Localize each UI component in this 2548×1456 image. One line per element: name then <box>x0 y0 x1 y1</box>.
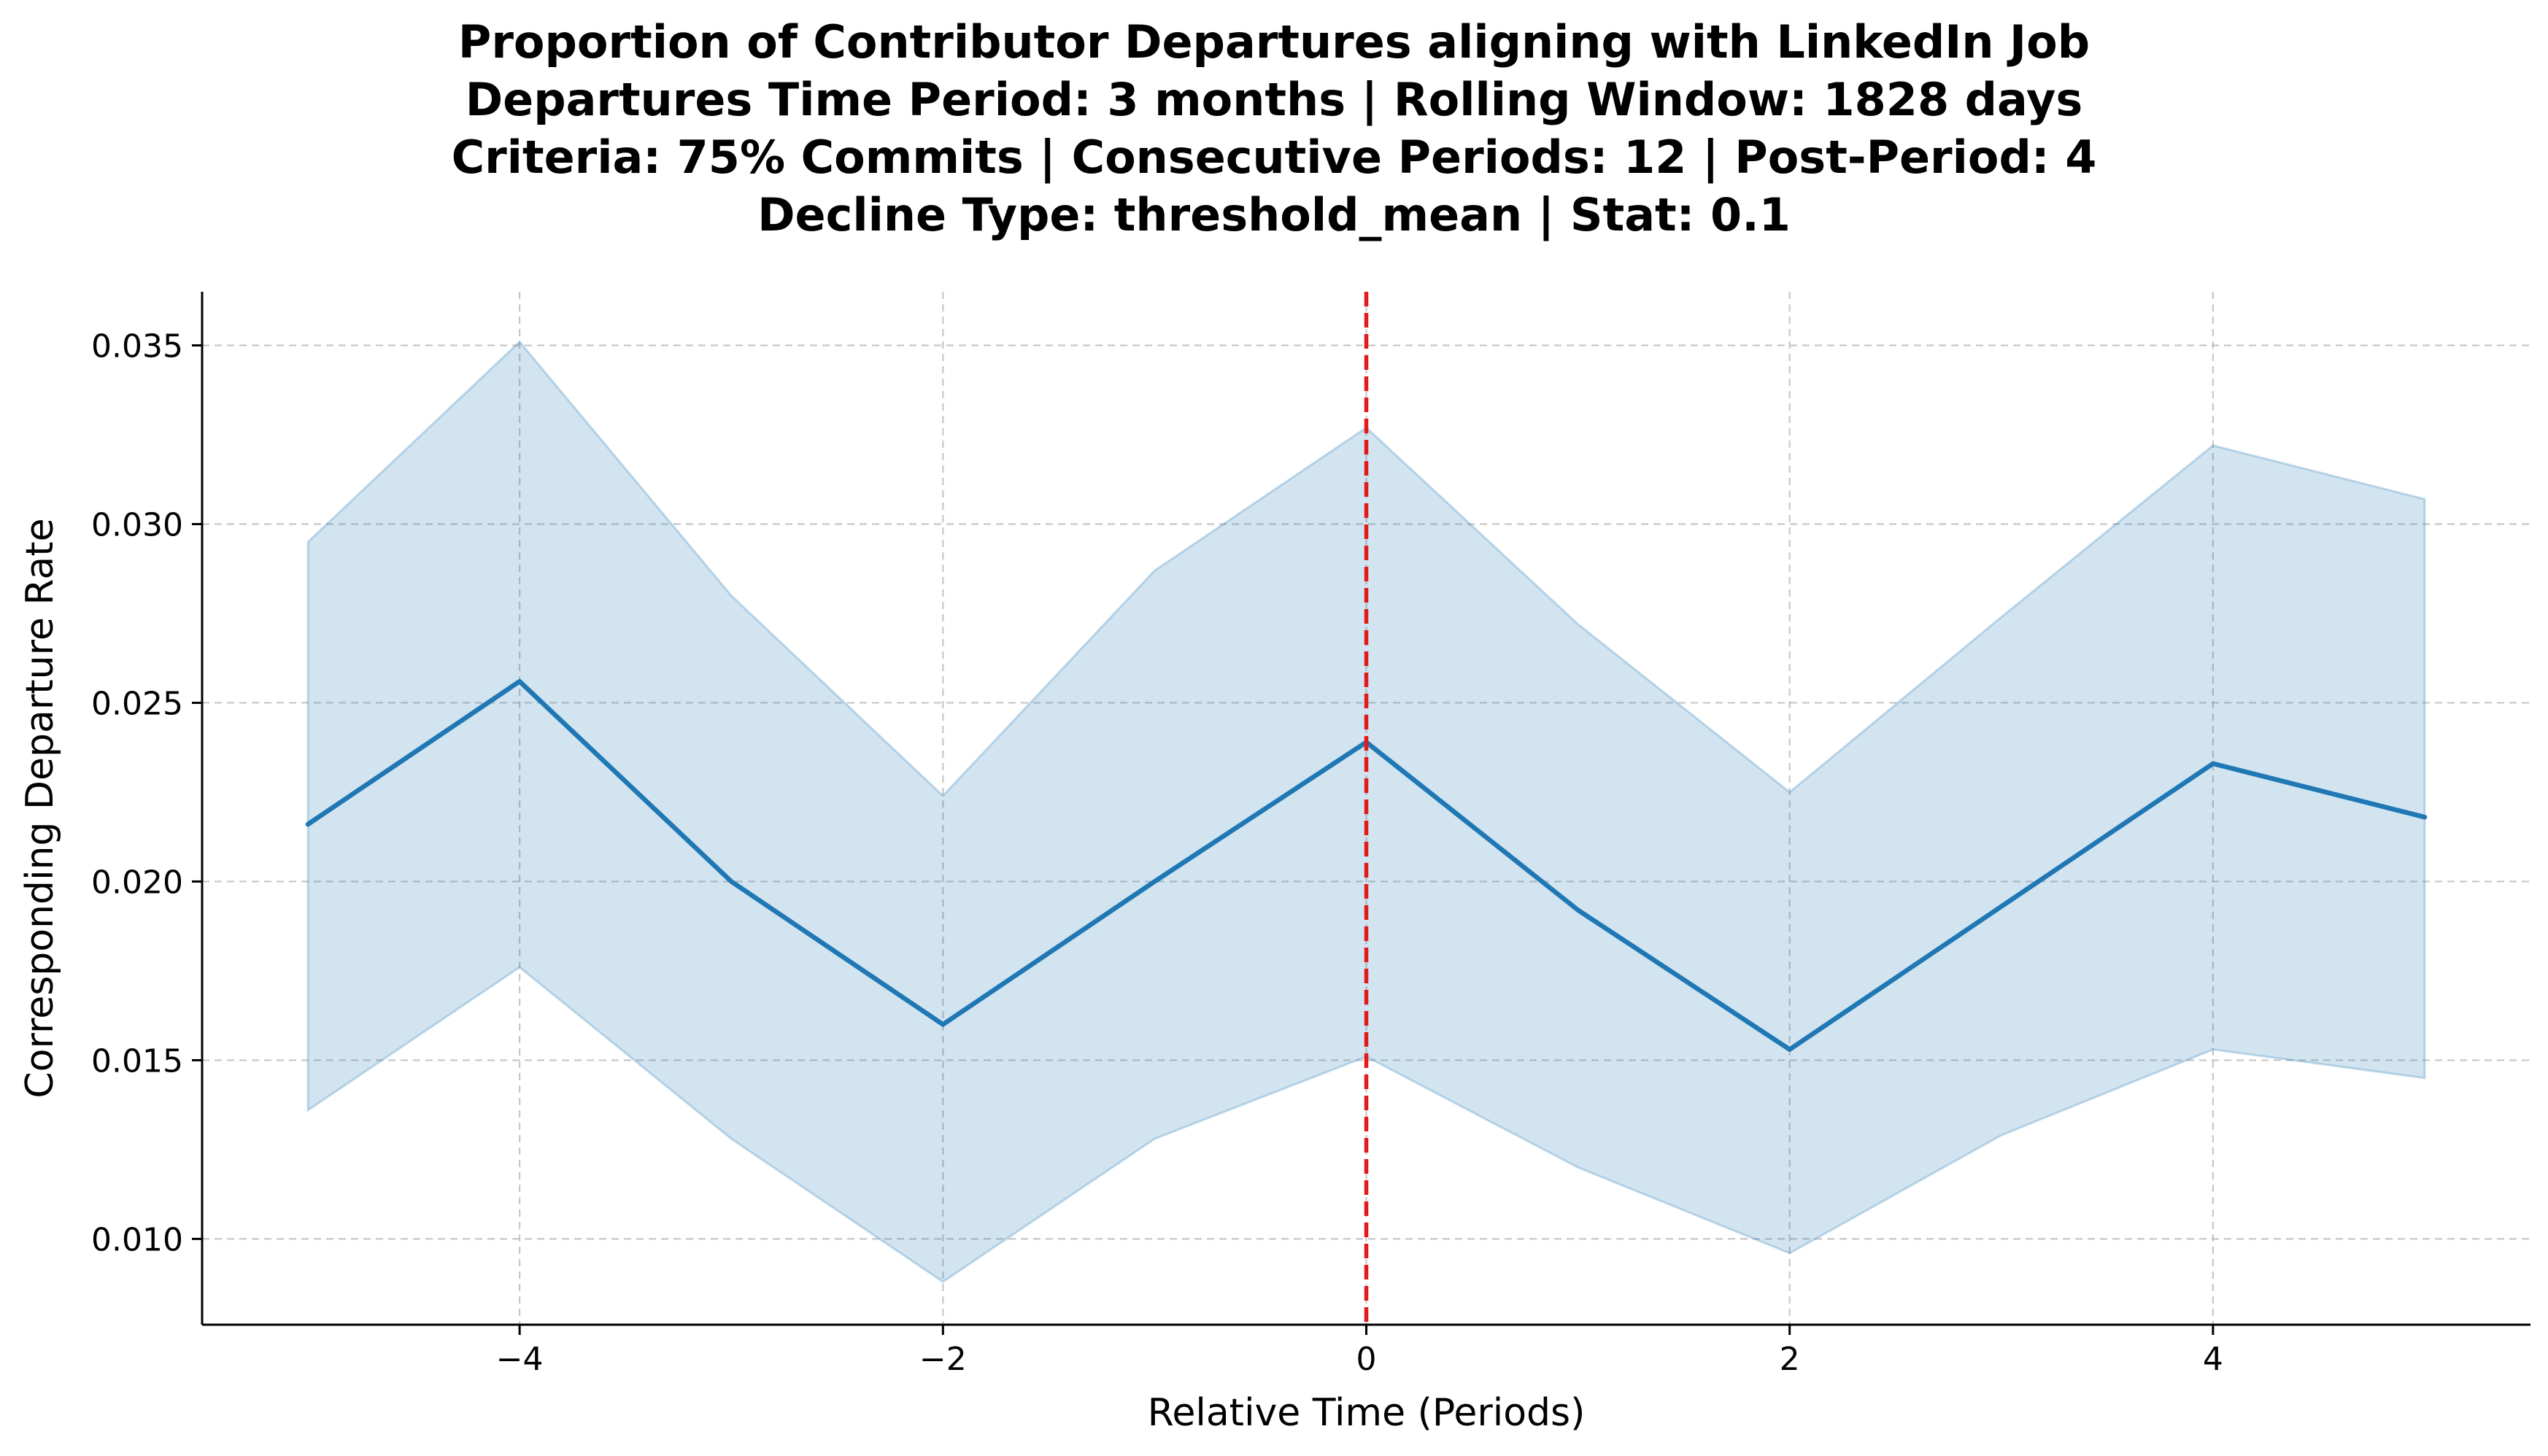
y-tick-label: 0.010 <box>91 1221 183 1258</box>
chart-title-line-3: Criteria: 75% Commits | Consecutive Peri… <box>451 131 2097 184</box>
axes <box>192 292 2530 1335</box>
x-axis-label: Relative Time (Periods) <box>1148 1391 1586 1435</box>
y-tick-label: 0.030 <box>91 506 183 543</box>
chart-title-line-4: Decline Type: threshold_mean | Stat: 0.1 <box>757 188 1791 241</box>
x-tick-label: −2 <box>919 1341 967 1378</box>
x-tick-label: 0 <box>1356 1341 1377 1378</box>
y-tick-label: 0.035 <box>91 328 183 365</box>
y-tick-label: 0.020 <box>91 864 183 901</box>
x-tick-label: −4 <box>496 1341 544 1378</box>
chart-title-line-2: Departures Time Period: 3 months | Rolli… <box>465 73 2083 126</box>
y-tick-label: 0.025 <box>91 685 183 722</box>
x-tick-label: 4 <box>2203 1341 2223 1378</box>
chart-title: Proportion of Contributor Departures ali… <box>0 13 2548 244</box>
y-tick-label: 0.015 <box>91 1042 183 1080</box>
tick-labels: −4 −2 0 2 4 0.010 0.015 0.020 0.025 0.030 0.035 <box>91 328 2223 1378</box>
x-tick-label: 2 <box>1780 1341 1800 1378</box>
y-axis-label: Corresponding Departure Rate <box>18 518 62 1098</box>
chart-title-line-1: Proportion of Contributor Departures ali… <box>458 15 2090 69</box>
